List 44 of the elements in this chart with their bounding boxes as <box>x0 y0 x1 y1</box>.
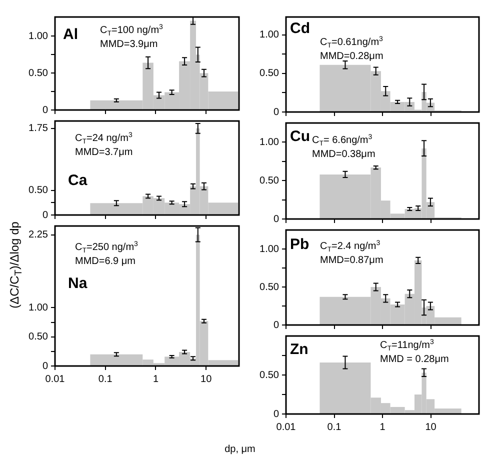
y-tick-label: 0 <box>42 360 48 372</box>
x-tick-label: 0.01 <box>276 422 296 433</box>
annotation: MMD=6.9 μm <box>75 256 136 267</box>
text: Al <box>63 26 78 43</box>
x-tick-label: 0.1 <box>98 374 113 385</box>
y-tick-label: 1.00 <box>28 302 48 314</box>
y-tick-label: 0.50 <box>28 185 48 196</box>
x-tick-label: 0.1 <box>327 422 342 433</box>
x-tick-label: 10 <box>425 422 437 433</box>
y-tick-label: 1.00 <box>260 244 280 255</box>
x-tick-label: 1 <box>380 422 386 433</box>
y-tick-label: 0.50 <box>260 282 280 293</box>
y-tick-label: 0.50 <box>260 175 280 186</box>
y-tick-label: 0 <box>42 104 48 116</box>
y-tick-label: 0 <box>273 408 280 420</box>
text: Ca <box>68 172 88 189</box>
y-tick-label: 0 <box>273 214 280 225</box>
x-axis-title: dp, μm <box>224 444 256 455</box>
annotation: MMD=0.87μm <box>320 255 384 266</box>
y-tick-label: 1.75 <box>28 123 48 134</box>
annotation: MMD=0.28μm <box>320 51 384 62</box>
y-tick-label: 0 <box>42 210 48 221</box>
chart-title: Zn <box>290 341 308 358</box>
y-tick-label: 0.50 <box>260 68 280 80</box>
annotation: MMD=3.9μm <box>100 39 158 50</box>
chart-title: Cd <box>290 20 310 37</box>
annotation: MMD=0.38μm <box>312 149 376 160</box>
y-tick-label: 1.00 <box>28 30 48 42</box>
x-tick-label: 10 <box>200 374 212 385</box>
y-tick-label: 0.50 <box>28 332 48 343</box>
y-tick-label: 0 <box>273 106 280 118</box>
x-tick-label: 1 <box>152 374 159 385</box>
y-tick-label: 2.25 <box>28 230 48 240</box>
y-tick-label: 0.50 <box>260 370 280 381</box>
y-tick-label: 1.00 <box>260 30 280 41</box>
y-tick-label: 0 <box>273 320 280 331</box>
text: Na <box>68 275 88 292</box>
annotation: MMD = 0.28μm <box>380 354 449 365</box>
chart-title: Cu <box>290 128 310 145</box>
annotation: MMD=3.7μm <box>75 147 133 158</box>
y-tick-label: 0.50 <box>28 68 48 79</box>
chart-title: Pb <box>290 236 310 253</box>
x-tick-label: 0.01 <box>45 374 66 385</box>
y-tick-label: 1.00 <box>260 136 280 148</box>
